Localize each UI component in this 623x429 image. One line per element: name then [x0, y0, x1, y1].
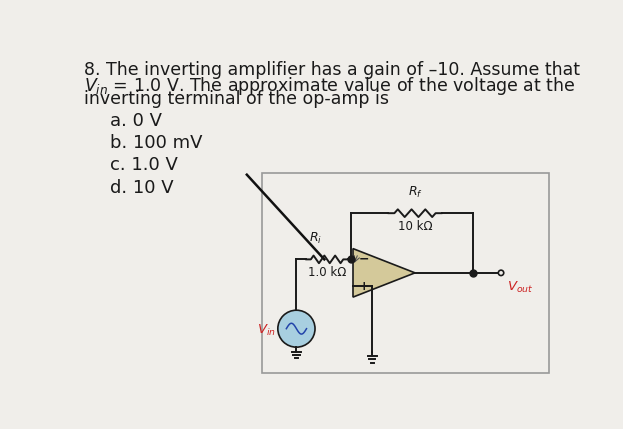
Text: 10 kΩ: 10 kΩ — [397, 220, 432, 233]
Text: 1.0 kΩ: 1.0 kΩ — [308, 266, 346, 279]
Text: $R_i$: $R_i$ — [309, 230, 322, 245]
Text: +: + — [358, 280, 369, 293]
Text: a. 0 V: a. 0 V — [110, 112, 163, 130]
Text: $V_{in}$ = 1.0 V. The approximate value of the voltage at the: $V_{in}$ = 1.0 V. The approximate value … — [84, 76, 576, 97]
Text: $V_{in}$: $V_{in}$ — [257, 323, 275, 338]
Polygon shape — [353, 248, 415, 297]
Text: b. 100 mV: b. 100 mV — [110, 134, 203, 152]
Text: 8. The inverting amplifier has a gain of –10. Assume that: 8. The inverting amplifier has a gain of… — [84, 61, 580, 79]
Circle shape — [278, 310, 315, 347]
Text: −: − — [358, 253, 369, 266]
Text: inverting terminal of the op-amp is: inverting terminal of the op-amp is — [84, 90, 389, 108]
Text: c. 1.0 V: c. 1.0 V — [110, 156, 178, 174]
Circle shape — [498, 270, 504, 275]
Text: $V_{out}$: $V_{out}$ — [507, 280, 534, 296]
Text: $R_f$: $R_f$ — [407, 185, 422, 200]
Bar — [262, 173, 549, 373]
Text: d. 10 V: d. 10 V — [110, 178, 174, 196]
